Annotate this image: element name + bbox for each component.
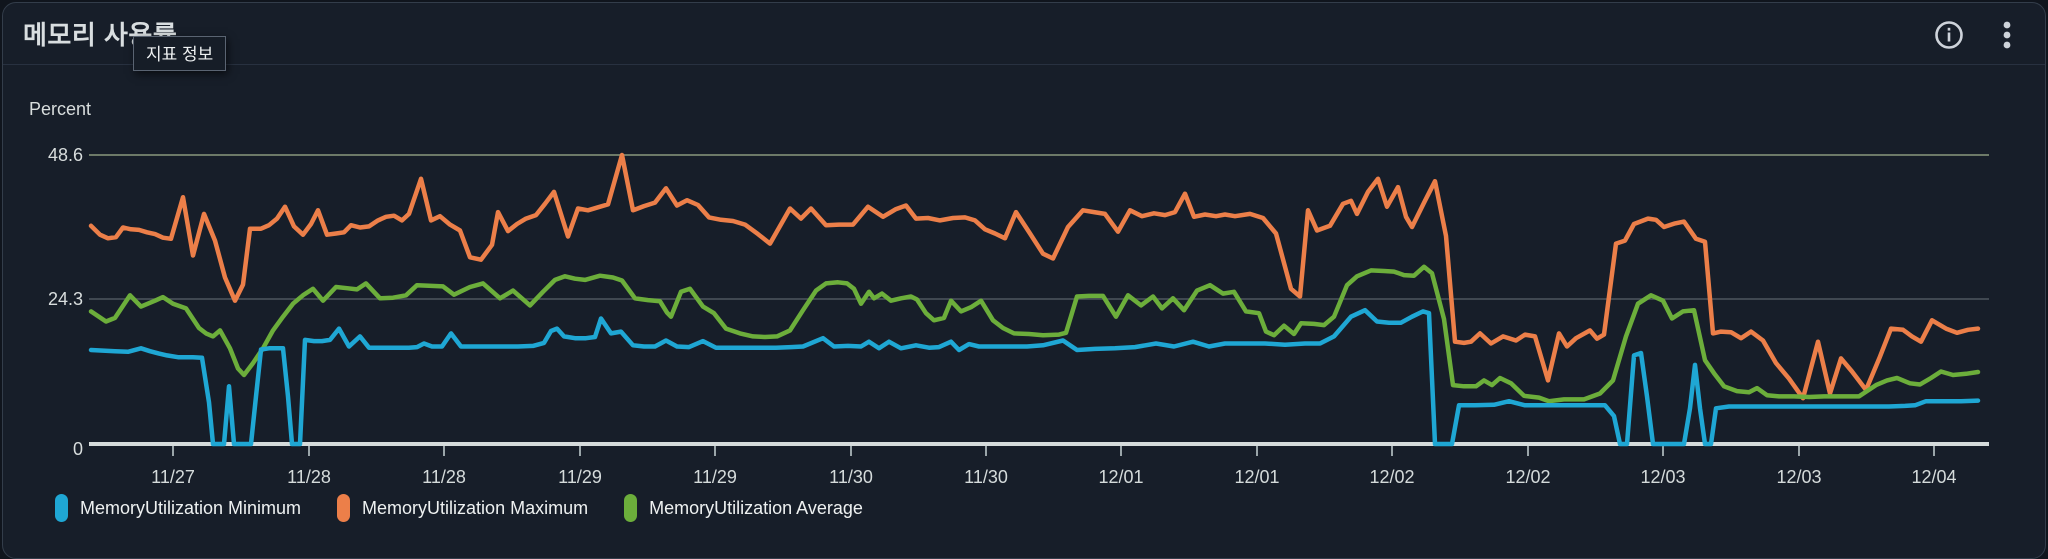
legend-swatch-minimum	[55, 494, 68, 522]
info-icon[interactable]	[1929, 15, 1969, 55]
series-line-minimum	[88, 307, 1981, 447]
legend-item-average[interactable]: MemoryUtilization Average	[624, 494, 863, 522]
legend-label: MemoryUtilization Minimum	[80, 497, 302, 518]
overflow-menu-icon[interactable]	[1987, 15, 2027, 55]
y-tick-label: 24.3	[48, 289, 83, 309]
x-tick-label: 12/01	[1234, 467, 1279, 487]
metric-info-tooltip: 지표 정보	[133, 36, 227, 71]
x-tick-label: 12/03	[1776, 467, 1821, 487]
x-tick-label: 11/29	[558, 467, 602, 487]
y-axis-unit-label: Percent	[29, 99, 91, 119]
x-tick-label: 11/27	[151, 467, 195, 487]
y-tick-label: 0	[73, 439, 83, 459]
memory-utilization-chart[interactable]: Percent 48.6 24.3 0 11/27 11/28 11/28 11/29…	[3, 3, 2048, 559]
series-line-average	[88, 264, 1981, 404]
widget-header-actions	[1929, 15, 2027, 55]
x-tick-label: 11/29	[693, 467, 737, 487]
chart-legend: MemoryUtilization Minimum MemoryUtilizat…	[55, 494, 863, 522]
x-tick-label: 11/28	[422, 467, 466, 487]
legend-item-maximum[interactable]: MemoryUtilization Maximum	[337, 494, 588, 522]
series-line-maximum	[88, 152, 1981, 401]
x-tick-label: 11/30	[964, 467, 1008, 487]
x-tick-label: 12/01	[1098, 467, 1143, 487]
x-tick-label: 12/02	[1505, 467, 1550, 487]
series-layer	[88, 152, 1981, 447]
x-tick-label: 12/04	[1911, 467, 1956, 487]
legend-item-minimum[interactable]: MemoryUtilization Minimum	[55, 494, 301, 522]
x-tick-label: 12/02	[1369, 467, 1414, 487]
legend-swatch-maximum	[337, 494, 351, 522]
x-tick-label: 11/28	[287, 467, 331, 487]
y-tick-label: 48.6	[48, 145, 83, 165]
legend-label: MemoryUtilization Average	[649, 497, 863, 518]
legend-swatch-average	[624, 494, 638, 522]
x-tick-label: 12/03	[1640, 467, 1685, 487]
x-tick-label: 11/30	[829, 467, 873, 487]
x-axis-ticks: 11/27 11/28 11/28 11/29 11/29 11/30 11/30 12/01…	[151, 446, 1957, 487]
header-divider	[3, 64, 2045, 65]
legend-label: MemoryUtilization Maximum	[362, 497, 589, 518]
